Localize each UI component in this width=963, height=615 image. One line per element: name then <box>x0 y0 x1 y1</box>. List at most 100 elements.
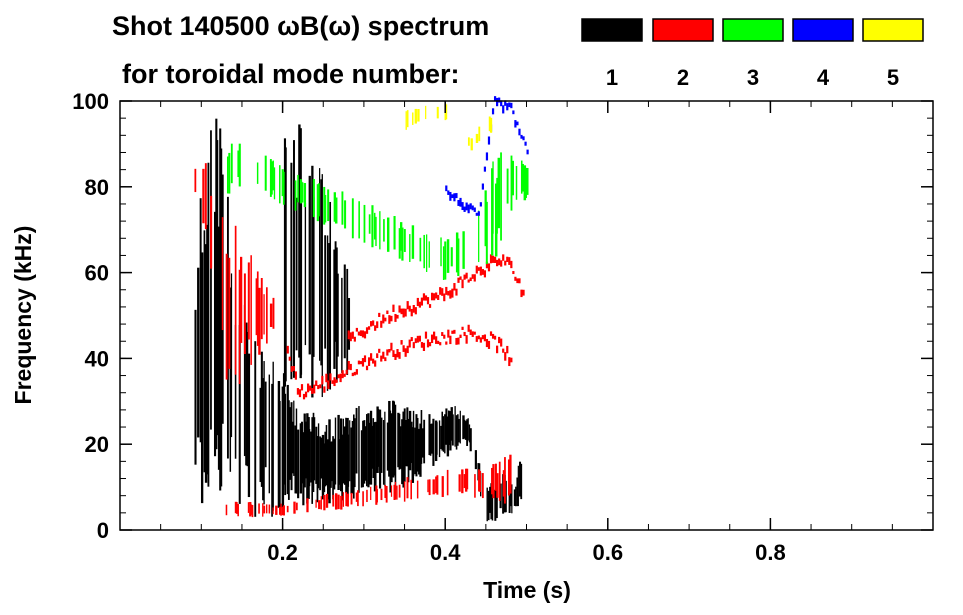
mode-trace-segment <box>410 337 413 342</box>
spectral-streak <box>334 493 338 510</box>
spectral-streak <box>266 504 268 514</box>
mode-trace-segment <box>453 193 456 202</box>
spectral-streak <box>325 425 328 486</box>
mode-trace-segment <box>329 373 332 381</box>
spectral-streak <box>318 500 321 510</box>
mode-trace-segment <box>479 202 482 207</box>
spectral-streak <box>219 128 222 491</box>
mode-trace-segment <box>428 342 432 347</box>
spectral-streak <box>335 247 338 383</box>
spectral-streak <box>207 162 210 487</box>
mode-trace-segment <box>378 312 381 317</box>
mode-trace-segment <box>479 337 482 343</box>
spectral-streak <box>243 304 246 457</box>
mode-trace-segment <box>439 342 442 346</box>
spectral-streak <box>363 420 366 484</box>
spectral-streak <box>416 417 419 472</box>
series-mode-4-9 <box>445 96 529 216</box>
spectral-streak <box>406 110 409 128</box>
spectral-streak <box>308 429 311 487</box>
mode-trace-segment <box>506 256 509 262</box>
spectral-streak <box>519 461 522 497</box>
mode-trace-segment <box>300 384 304 391</box>
mode-trace-segment <box>327 380 330 389</box>
spectral-streak <box>445 104 448 120</box>
spectral-streak <box>355 492 359 502</box>
mode-trace-segment <box>526 149 529 155</box>
spectral-streak <box>315 499 317 508</box>
mode-trace-segment <box>465 272 468 279</box>
mode-trace-segment <box>522 136 525 141</box>
spectral-streak <box>494 489 497 521</box>
spectral-streak <box>475 133 479 143</box>
mode-trace-segment <box>493 335 497 340</box>
spectral-streak <box>368 422 372 485</box>
mode-trace-segment <box>455 288 458 296</box>
spectral-streak <box>491 491 494 521</box>
mode-trace-segment <box>463 274 466 280</box>
legend: 1 2 3 4 5 <box>581 18 924 90</box>
spectral-streak <box>502 470 505 497</box>
spectral-streak <box>351 198 354 239</box>
spectral-streak <box>396 485 398 500</box>
mode-trace-segment <box>345 369 348 375</box>
series-mode-1-2 <box>283 124 351 398</box>
spectral-streak <box>478 469 480 492</box>
spectral-streak <box>299 128 302 379</box>
spectral-streak <box>428 414 431 456</box>
mode-trace-segment <box>469 329 472 336</box>
spectral-streak <box>311 417 314 504</box>
spectral-streak <box>362 491 364 507</box>
mode-trace-segment <box>445 286 448 295</box>
spectral-streak <box>300 181 303 375</box>
mode-trace-segment <box>520 289 523 298</box>
spectral-streak <box>277 380 281 508</box>
y-axis-label: Frequency (kHz) <box>10 226 36 405</box>
spectral-streak <box>390 485 393 497</box>
mode-trace-segment <box>402 308 405 318</box>
spectral-streak <box>334 197 338 224</box>
spectral-streak <box>347 434 350 487</box>
legend-label-mode-3: 3 <box>747 65 759 90</box>
mode-trace-segment <box>408 305 411 312</box>
mode-trace-segment <box>524 141 527 146</box>
spectral-streak <box>202 168 205 224</box>
legend-label-mode-2: 2 <box>677 65 689 90</box>
mode-trace-segment <box>483 166 487 172</box>
mode-trace-segment <box>512 110 515 115</box>
spectral-streak <box>297 174 299 203</box>
mode-trace-segment <box>311 388 314 394</box>
spectral-streak <box>420 410 423 464</box>
spectral-streak <box>347 298 351 350</box>
mode-trace-segment <box>447 329 450 338</box>
mode-trace-segment <box>400 340 403 345</box>
mode-trace-segment <box>347 330 350 340</box>
spectral-streak <box>383 219 385 242</box>
mode-trace-segment <box>406 345 409 354</box>
legend-swatch-mode-5 <box>862 18 924 42</box>
spectral-streak <box>442 416 445 452</box>
spectral-streak <box>496 177 498 234</box>
spectral-streak <box>263 505 266 514</box>
series-mode-2-4 <box>194 163 275 385</box>
spectral-streak <box>419 423 422 477</box>
spectral-streak <box>385 485 388 503</box>
spectral-streak <box>494 463 497 491</box>
spectral-streak <box>256 162 259 184</box>
spectral-streak <box>384 411 386 487</box>
spectral-streak <box>425 105 427 120</box>
mode-trace-segment <box>408 339 411 348</box>
mode-trace-segment <box>465 202 468 211</box>
spectral-streak <box>485 201 488 265</box>
mode-trace-segment <box>382 314 385 324</box>
spectral-streak <box>217 226 220 470</box>
mode-trace-segment <box>487 340 491 349</box>
y-tick-label: 100 <box>72 89 109 114</box>
x-axis-label: Time (s) <box>483 577 571 603</box>
spectral-streak <box>320 437 323 479</box>
spectral-streak <box>287 400 290 500</box>
mode-trace-segment <box>457 277 460 283</box>
mode-trace-segment <box>475 336 478 342</box>
spectral-streak <box>308 175 311 355</box>
spectral-streak <box>318 183 320 217</box>
